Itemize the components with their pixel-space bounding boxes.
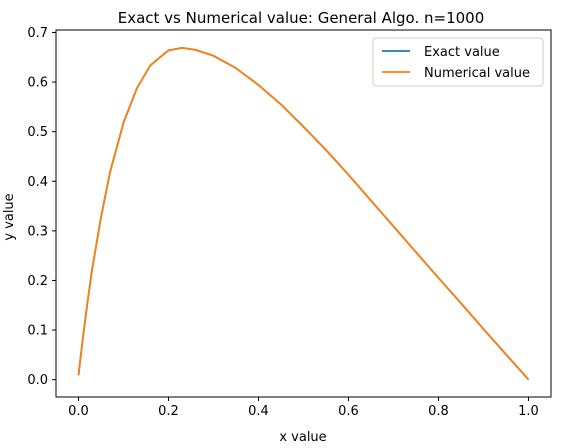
x-axis-label: x value [279,430,326,445]
x-tick-label: 0.8 [428,404,449,419]
x-tick-label: 0.0 [68,404,89,419]
legend-box [372,37,544,87]
x-axis: 0.0 0.2 0.4 0.6 0.8 1.0 [68,397,539,419]
y-axis-label: y value [2,193,17,240]
y-tick-label: 0.3 [27,224,48,239]
x-tick-label: 0.4 [248,404,269,419]
y-tick-label: 0.0 [27,373,48,388]
y-tick-label: 0.2 [27,274,48,289]
x-tick-label: 1.0 [518,404,539,419]
x-tick-label: 0.2 [158,404,179,419]
legend-label-exact: Exact value [424,45,500,60]
chart-title: Exact vs Numerical value: General Algo. … [118,9,485,27]
series-line-numerical [77,46,530,381]
y-axis: 0.0 0.1 0.2 0.3 0.4 0.5 0.6 0.7 [27,26,56,388]
plot-area [77,46,530,381]
y-tick-label: 0.7 [27,26,48,41]
x-tick-label: 0.6 [338,404,359,419]
axes-frame [55,29,552,398]
y-tick-label: 0.5 [27,125,48,140]
legend-label-numerical: Numerical value [424,66,530,81]
y-tick-label: 0.6 [27,76,48,91]
y-tick-label: 0.4 [27,175,48,190]
legend: Exact value Numerical value [372,37,544,87]
y-tick-label: 0.1 [27,324,48,339]
